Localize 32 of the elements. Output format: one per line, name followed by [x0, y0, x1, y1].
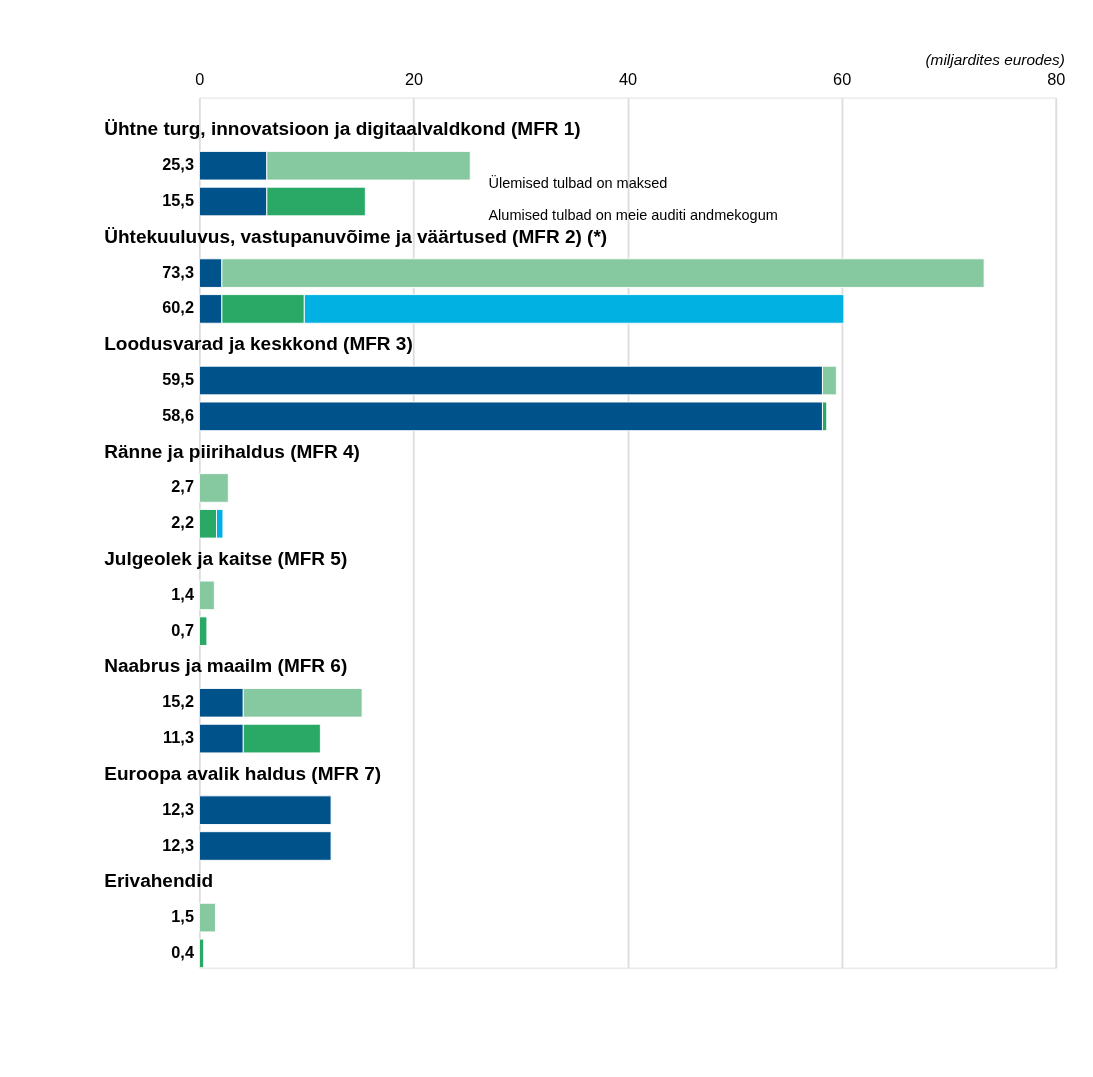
x-tick-label: 60: [833, 70, 852, 89]
total-label: 25,3: [162, 155, 194, 174]
total-label: 60,2: [162, 298, 194, 317]
total-label: 1,5: [171, 907, 194, 926]
total-label: 12,3: [162, 835, 194, 854]
annotation: Ülemised tulbad on maksed: [488, 174, 668, 192]
total-label: 73,3: [162, 262, 194, 281]
annotation: Julgeolek ja kaitse (MFR 5): [104, 548, 348, 569]
x-tick-label: 20: [404, 70, 424, 89]
total-label: 2,7: [171, 477, 194, 496]
x-tick-label: 0: [195, 70, 205, 89]
annotation: Ränne ja piirihaldus (MFR 4): [104, 440, 360, 462]
annotation: Euroopa avalik haldus (MFR 7): [104, 762, 382, 784]
x-tick-label: 80: [1047, 70, 1066, 89]
total-label: 59,5: [162, 370, 194, 389]
total-label: 12,3: [162, 799, 194, 818]
total-label: 15,2: [162, 692, 194, 711]
x-axis-title: (miljardites eurodes): [925, 51, 1065, 69]
annotation: Ühtne turg, innovatsioon ja digitaalvaldkond (MFR 1): [104, 118, 581, 140]
total-label: 1,4: [171, 584, 194, 603]
annotation: Ühtekuuluvus, vastupanuvõime ja väärtused (MFR 2) (*): [104, 225, 608, 247]
total-label: 11,3: [163, 728, 194, 747]
annotation: Erivahendid: [104, 870, 214, 892]
total-label: 58,6: [162, 405, 194, 424]
total-label: 15,5: [162, 191, 194, 210]
annotation: Alumised tulbad on meie auditi andmekogum: [488, 207, 778, 224]
annotation: Loodusvarad ja keskkond (MFR 3): [104, 333, 413, 355]
total-label: 0,4: [171, 942, 194, 961]
total-label: 2,2: [171, 513, 194, 532]
x-tick-label: 40: [619, 70, 638, 89]
total-label: 0,7: [171, 620, 194, 639]
annotation: Naabrus ja maailm (MFR 6): [104, 655, 348, 677]
